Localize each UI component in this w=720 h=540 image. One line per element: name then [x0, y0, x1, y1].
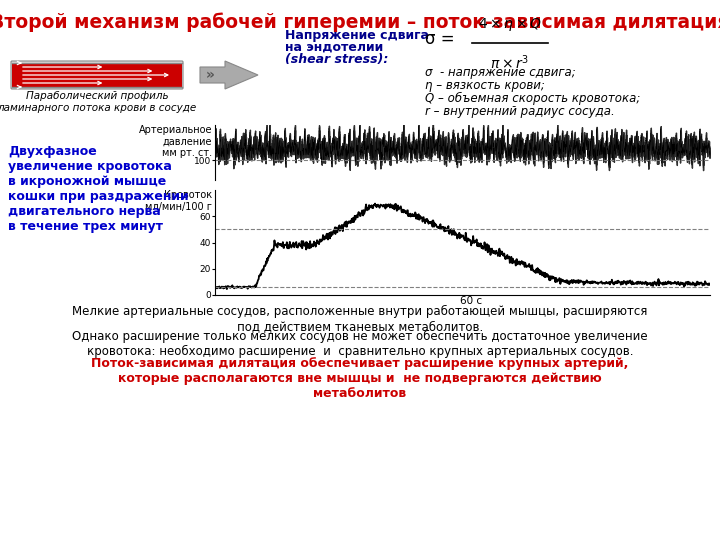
Text: Напряжение сдвига: Напряжение сдвига — [285, 29, 429, 42]
Text: Поток-зависимая дилятация обеспечивает расширение крупных артерий,
которые распо: Поток-зависимая дилятация обеспечивает р… — [91, 357, 629, 400]
Text: Второй механизм рабочей гиперемии – поток-зависимая дилятация: Второй механизм рабочей гиперемии – пото… — [0, 12, 720, 31]
Text: Q – объемная скорость кровотока;: Q – объемная скорость кровотока; — [425, 92, 640, 105]
Polygon shape — [200, 61, 258, 89]
Text: Мелкие артериальные сосудов, расположенные внутри работающей мышцы, расширяются
: Мелкие артериальные сосудов, расположенн… — [72, 305, 648, 333]
Text: σ  - напряжение сдвига;: σ - напряжение сдвига; — [425, 66, 576, 79]
Text: r – внутренний радиус сосуда.: r – внутренний радиус сосуда. — [425, 105, 615, 118]
Text: $\pi \times r^3$: $\pi \times r^3$ — [490, 53, 530, 72]
Text: η – вязкость крови;: η – вязкость крови; — [425, 79, 545, 92]
Text: »: » — [206, 68, 215, 82]
Text: Двухфазное
увеличение кровотока
в икроножной мышце
кошки при раздражении
двигате: Двухфазное увеличение кровотока в икроно… — [8, 145, 189, 233]
Text: Фаза 2: расширение
крупных артерий: Фаза 2: расширение крупных артерий — [468, 200, 580, 221]
Text: Артериальное
давление
мм рт. ст.: Артериальное давление мм рт. ст. — [138, 125, 212, 158]
Text: (исчезает после
разрушения
эндотелия): (исчезает после разрушения эндотелия) — [620, 200, 708, 233]
Text: на эндотелии: на эндотелии — [285, 41, 383, 54]
Text: $4 \times \eta \times Q$: $4 \times \eta \times Q$ — [478, 16, 542, 33]
Text: Параболический профиль
ламинарного потока крови в сосуде: Параболический профиль ламинарного поток… — [0, 91, 197, 113]
Text: Кровоток
мл/мин/100 г: Кровоток мл/мин/100 г — [145, 190, 212, 212]
Text: 160: 160 — [216, 125, 235, 135]
Bar — [12, 63, 182, 87]
Text: 60 с: 60 с — [460, 296, 482, 306]
Text: σ =: σ = — [425, 30, 454, 48]
Text: Однако расширение только мелких сосудов не может обеспечить достаточное увеличен: Однако расширение только мелких сосудов … — [72, 330, 648, 358]
FancyBboxPatch shape — [11, 61, 183, 89]
Text: (shear stress):: (shear stress): — [285, 53, 388, 66]
Text: Фаза 1: расширение
мелких сосудов под
влиянием метаболитов: Фаза 1: расширение мелких сосудов под вл… — [548, 245, 676, 278]
